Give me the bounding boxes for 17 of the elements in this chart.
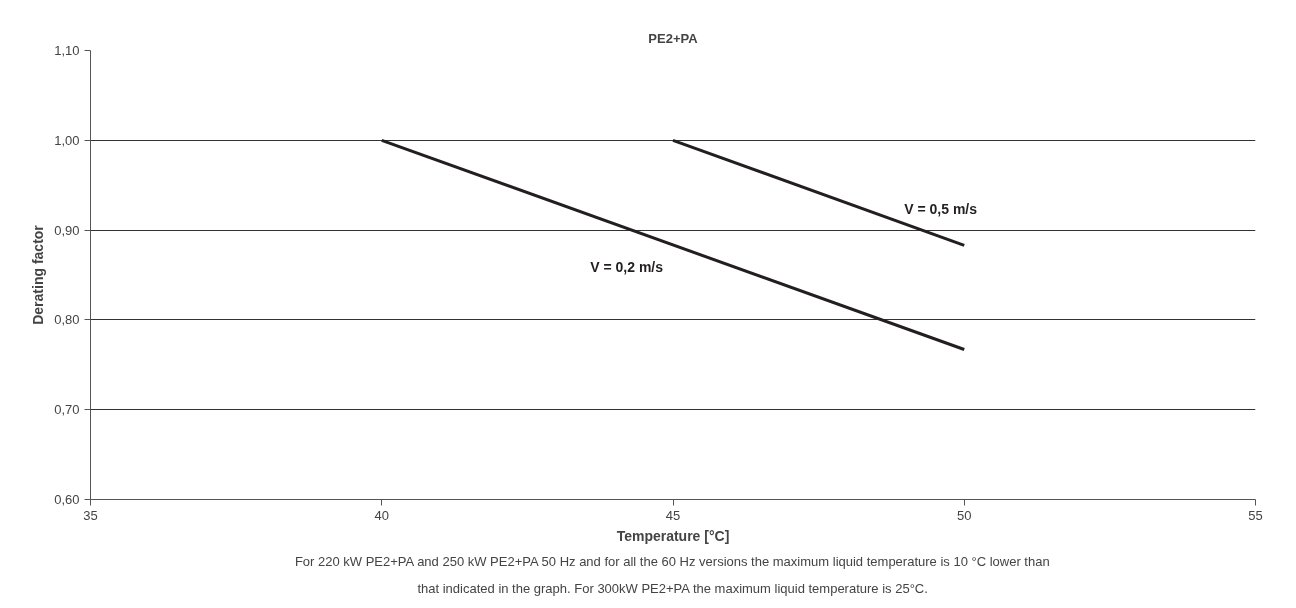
x-tick-label: 55	[1248, 507, 1263, 523]
y-tick-label: 0,70	[54, 402, 80, 418]
y-tick-label: 1,10	[54, 43, 80, 58]
y-tick-label: 0,60	[54, 492, 80, 507]
x-tick-label: 35	[83, 507, 98, 523]
x-tick-label: 50	[957, 507, 972, 523]
x-tick-label: 40	[374, 507, 389, 523]
x-tick-label: 45	[665, 507, 681, 523]
y-tick-label: 1,00	[54, 132, 80, 148]
y-axis-title: Derating factor	[30, 224, 47, 325]
x-axis-title: Temperature [°C]	[616, 527, 730, 544]
y-tick-label: 0,80	[54, 312, 80, 328]
series-label: V = 0,5 m/s	[904, 201, 978, 218]
y-tick-label: 0,90	[54, 222, 80, 238]
chart-title: PE2+PA	[648, 30, 699, 46]
text: For 220 kW PE2+PA and 250 kW PE2+PA 50 Hz and for all the 60 Hz versions the maximum liquid temperature is 10 °C lower than that indicated in the graph. For 300kW PE2+PA the maximum liquid temperature is 25°C.	[294, 553, 1050, 596]
series-label: V = 0,2 m/s	[590, 258, 664, 275]
